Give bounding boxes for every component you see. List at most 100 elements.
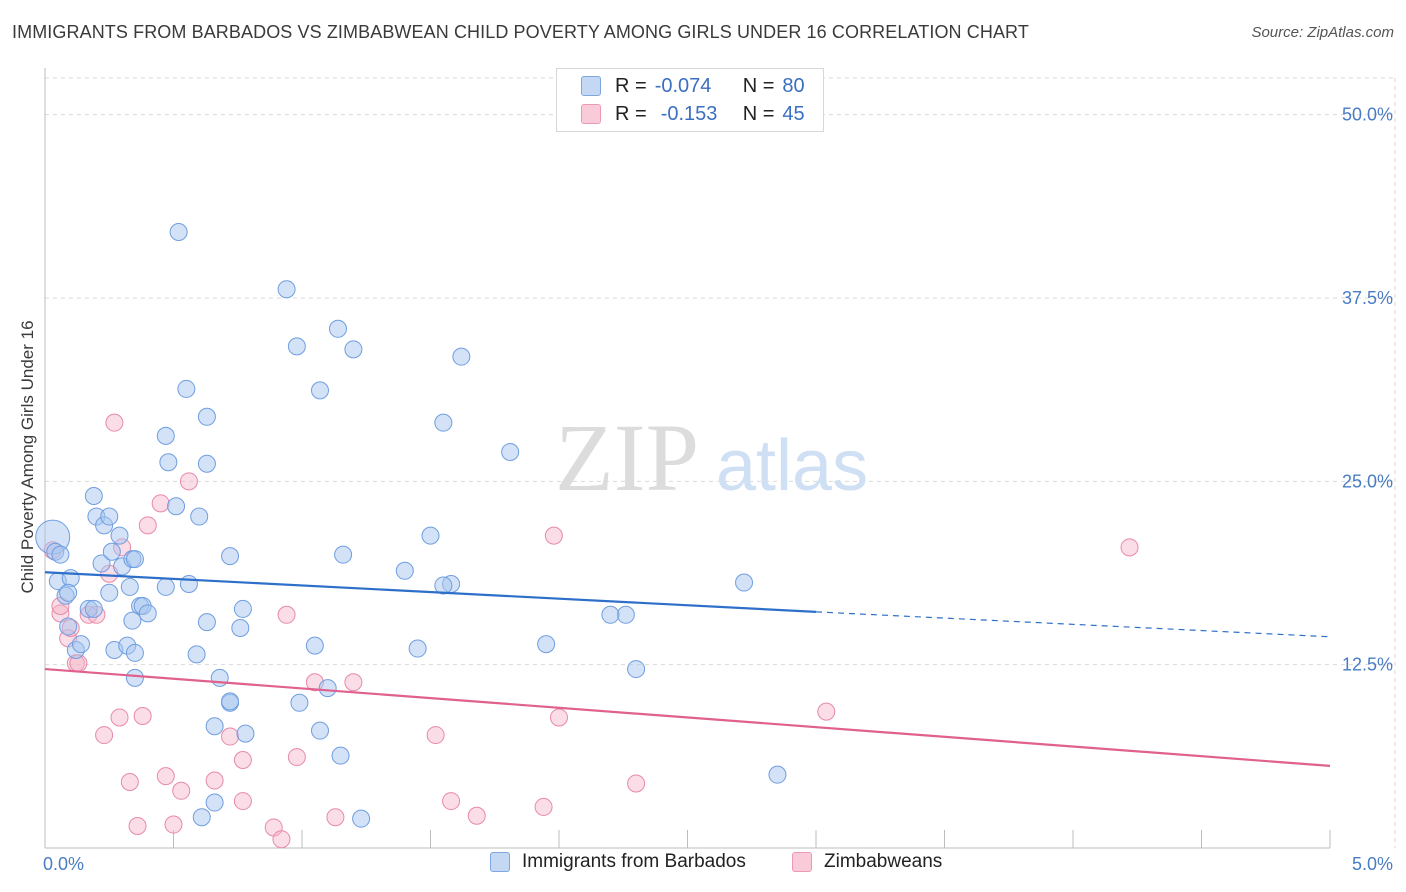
data-point-barbados <box>205 717 224 736</box>
data-point-barbados <box>395 561 414 580</box>
data-point-zimbabweans <box>172 781 191 800</box>
data-point-barbados <box>305 636 324 655</box>
axes <box>44 68 1331 849</box>
legend-n-value: 45 <box>782 102 805 125</box>
data-point-zimbabweans <box>326 808 345 827</box>
data-point-barbados <box>120 577 139 596</box>
data-point-zimbabweans <box>442 792 461 811</box>
data-point-barbados <box>331 746 350 765</box>
data-point-barbados <box>233 599 252 618</box>
y-tick-label: 12.5% <box>1342 655 1393 675</box>
data-point-barbados <box>138 604 157 623</box>
bottom-legend-swatch-zimbabweans <box>792 852 812 872</box>
data-point-barbados <box>310 721 329 740</box>
data-point-zimbabweans <box>287 748 306 767</box>
y-tick-label: 50.0% <box>1342 105 1393 125</box>
data-point-barbados <box>179 575 198 593</box>
data-point-zimbabweans <box>95 726 114 745</box>
data-point-zimbabweans <box>138 516 157 535</box>
data-point-barbados <box>231 619 250 637</box>
data-point-zimbabweans <box>277 605 296 624</box>
data-point-barbados <box>71 635 90 654</box>
bottom-legend-zimbabweans: Zimbabweans <box>792 851 942 873</box>
chart-title: IMMIGRANTS FROM BARBADOS VS ZIMBABWEAN C… <box>12 22 1029 42</box>
data-point-zimbabweans <box>110 708 129 727</box>
data-point-zimbabweans <box>179 472 198 491</box>
data-point-barbados <box>344 340 363 359</box>
data-point-barbados <box>501 443 520 461</box>
data-point-barbados <box>287 337 306 356</box>
data-point-zimbabweans <box>1120 538 1139 557</box>
data-point-barbados <box>197 407 216 426</box>
data-point-zimbabweans <box>205 771 224 790</box>
trend-line-zimbabweans <box>44 667 1331 767</box>
y-tick-label: 25.0% <box>1342 471 1393 491</box>
data-point-zimbabweans <box>467 806 486 825</box>
y-axis-label: Child Poverty Among Girls Under 16 <box>18 320 37 593</box>
data-point-barbados <box>102 542 121 561</box>
bottom-legend-barbados: Immigrants from Barbados <box>490 851 746 873</box>
data-point-zimbabweans <box>120 773 139 791</box>
data-point-barbados <box>434 576 453 595</box>
data-point-zimbabweans <box>51 604 70 623</box>
data-point-barbados <box>59 617 78 636</box>
trend-line-barbados-extended <box>815 611 1331 638</box>
data-point-barbados <box>334 545 353 564</box>
data-point-zimbabweans <box>233 751 252 769</box>
watermark-zip: ZIP <box>555 404 699 511</box>
data-point-barbados <box>205 793 224 812</box>
data-point-barbados <box>277 280 296 299</box>
data-point-zimbabweans <box>817 702 836 721</box>
data-point-barbados <box>197 613 216 632</box>
data-point-barbados <box>352 809 371 828</box>
data-point-barbados <box>627 660 646 679</box>
data-point-barbados <box>197 454 216 473</box>
data-point-zimbabweans <box>156 767 175 786</box>
data-point-barbados <box>125 550 144 569</box>
data-point-barbados <box>156 426 175 445</box>
bottom-legend-label-zimbabweans: Zimbabweans <box>824 851 943 872</box>
data-point-zimbabweans <box>133 707 152 725</box>
data-point-zimbabweans <box>164 815 183 834</box>
data-point-barbados <box>169 223 188 241</box>
data-point-barbados <box>221 692 240 711</box>
y-tick-labels: 12.5% 25.0% 37.5% 50.0% <box>1342 105 1393 675</box>
data-point-zimbabweans <box>221 727 240 746</box>
legend-n-label: N = <box>742 102 775 125</box>
data-point-barbados <box>167 497 186 516</box>
trend-line-barbados <box>44 571 817 613</box>
data-point-zimbabweans <box>105 413 124 432</box>
source-label: Source: ZipAtlas.com <box>1251 24 1394 41</box>
data-point-zimbabweans <box>272 830 291 849</box>
legend-row-zimbabweans: R = -0.153 N = 45 <box>581 101 805 127</box>
legend-r-value: -0.074 <box>654 74 712 97</box>
data-point-barbados <box>318 679 337 698</box>
data-point-barbados <box>59 583 78 602</box>
data-point-zimbabweans <box>344 673 363 692</box>
data-point-barbados <box>434 413 453 432</box>
x-tick-label: 0.0% <box>43 854 84 874</box>
data-point-barbados <box>421 526 440 545</box>
data-point-zimbabweans <box>627 774 646 793</box>
data-point-barbados <box>768 765 787 784</box>
data-point-barbados <box>408 639 427 658</box>
legend-r-value: -0.153 <box>660 102 718 125</box>
data-point-zimbabweans <box>534 797 553 816</box>
data-point-barbados <box>100 583 119 602</box>
data-point-barbados <box>452 347 471 366</box>
data-point-barbados <box>187 645 206 664</box>
data-point-zimbabweans <box>233 792 252 811</box>
legend: R = -0.074 N = 80 R = -0.153 N = 45 <box>556 68 824 132</box>
data-point-barbados <box>125 643 144 662</box>
trend-lines <box>44 571 1331 767</box>
legend-n-value: 80 <box>782 74 805 97</box>
data-point-barbados <box>159 453 178 472</box>
legend-swatch-barbados <box>581 76 601 96</box>
data-point-barbados <box>51 545 70 564</box>
data-point-barbados <box>123 611 142 630</box>
data-point-barbados <box>84 487 103 505</box>
series-barbados-points <box>35 223 787 828</box>
data-point-barbados <box>616 605 635 624</box>
data-point-barbados <box>601 605 620 624</box>
legend-n-label: N = <box>742 74 775 97</box>
